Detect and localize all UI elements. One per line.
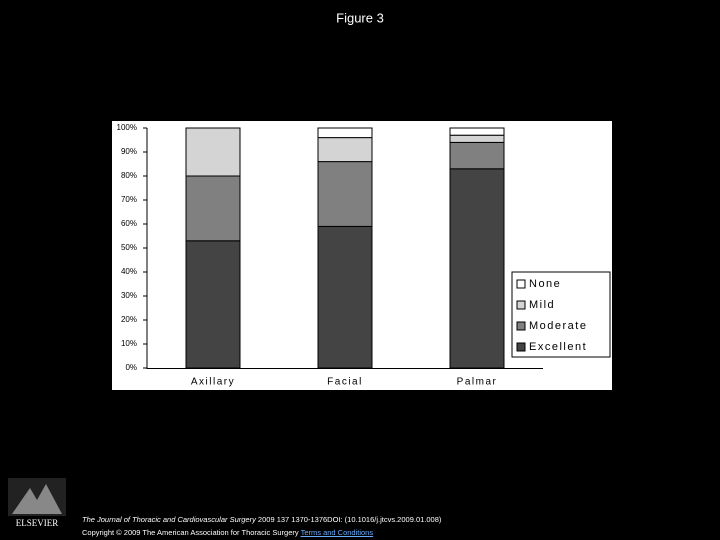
bar-segment xyxy=(185,127,241,177)
x-tick-label: Facial xyxy=(327,377,363,388)
legend-swatch xyxy=(516,279,526,289)
logo-text: ELSEVIER xyxy=(16,518,59,528)
legend-label: Excellent xyxy=(529,341,587,353)
legend-label: Moderate xyxy=(529,320,587,332)
bar-segment xyxy=(449,141,505,170)
bar-segment xyxy=(317,161,373,227)
y-tick-label: 10% xyxy=(121,339,137,348)
y-tick-label: 50% xyxy=(121,243,137,252)
bar-segment xyxy=(317,137,373,163)
x-tick-label: Palmar xyxy=(457,377,498,388)
bar-segment xyxy=(449,134,505,143)
legend-label: Mild xyxy=(529,299,555,311)
bar-segment xyxy=(449,127,505,136)
slide-title: Figure 3 xyxy=(336,10,384,25)
y-tick-label: 90% xyxy=(121,147,137,156)
copyright-line: Copyright © 2009 The American Associatio… xyxy=(82,528,373,537)
terms-link[interactable]: Terms and Conditions xyxy=(300,528,374,537)
y-tick-label: 100% xyxy=(117,123,137,132)
logo-shape xyxy=(12,484,62,514)
legend-box xyxy=(511,271,611,358)
y-tick-label: 60% xyxy=(121,219,137,228)
journal: The Journal of Thoracic and Cardiovascul… xyxy=(82,515,256,524)
bar-segment xyxy=(185,175,241,242)
y-tick-label: 80% xyxy=(121,171,137,180)
legend-label: None xyxy=(529,278,561,290)
bar-segment xyxy=(449,168,505,369)
x-tick-label: Axillary xyxy=(191,377,235,388)
citation: 2009 137 1370-1376DOI: (10.1016/j.jtcvs.… xyxy=(255,515,442,524)
y-tick-label: 40% xyxy=(121,267,137,276)
logo: ELSEVIER xyxy=(8,478,66,528)
y-tick-label: 0% xyxy=(125,363,137,372)
bar-segment xyxy=(185,240,241,369)
legend-swatch xyxy=(516,342,526,352)
y-tick-label: 70% xyxy=(121,195,137,204)
citation-line: The Journal of Thoracic and Cardiovascul… xyxy=(82,515,441,524)
legend-swatch xyxy=(516,321,526,331)
bar-segment xyxy=(317,225,373,369)
y-tick-label: 30% xyxy=(121,291,137,300)
bar-segment xyxy=(317,127,373,139)
y-tick-label: 20% xyxy=(121,315,137,324)
copyright: Copyright © 2009 The American Associatio… xyxy=(82,528,301,537)
legend-swatch xyxy=(516,300,526,310)
